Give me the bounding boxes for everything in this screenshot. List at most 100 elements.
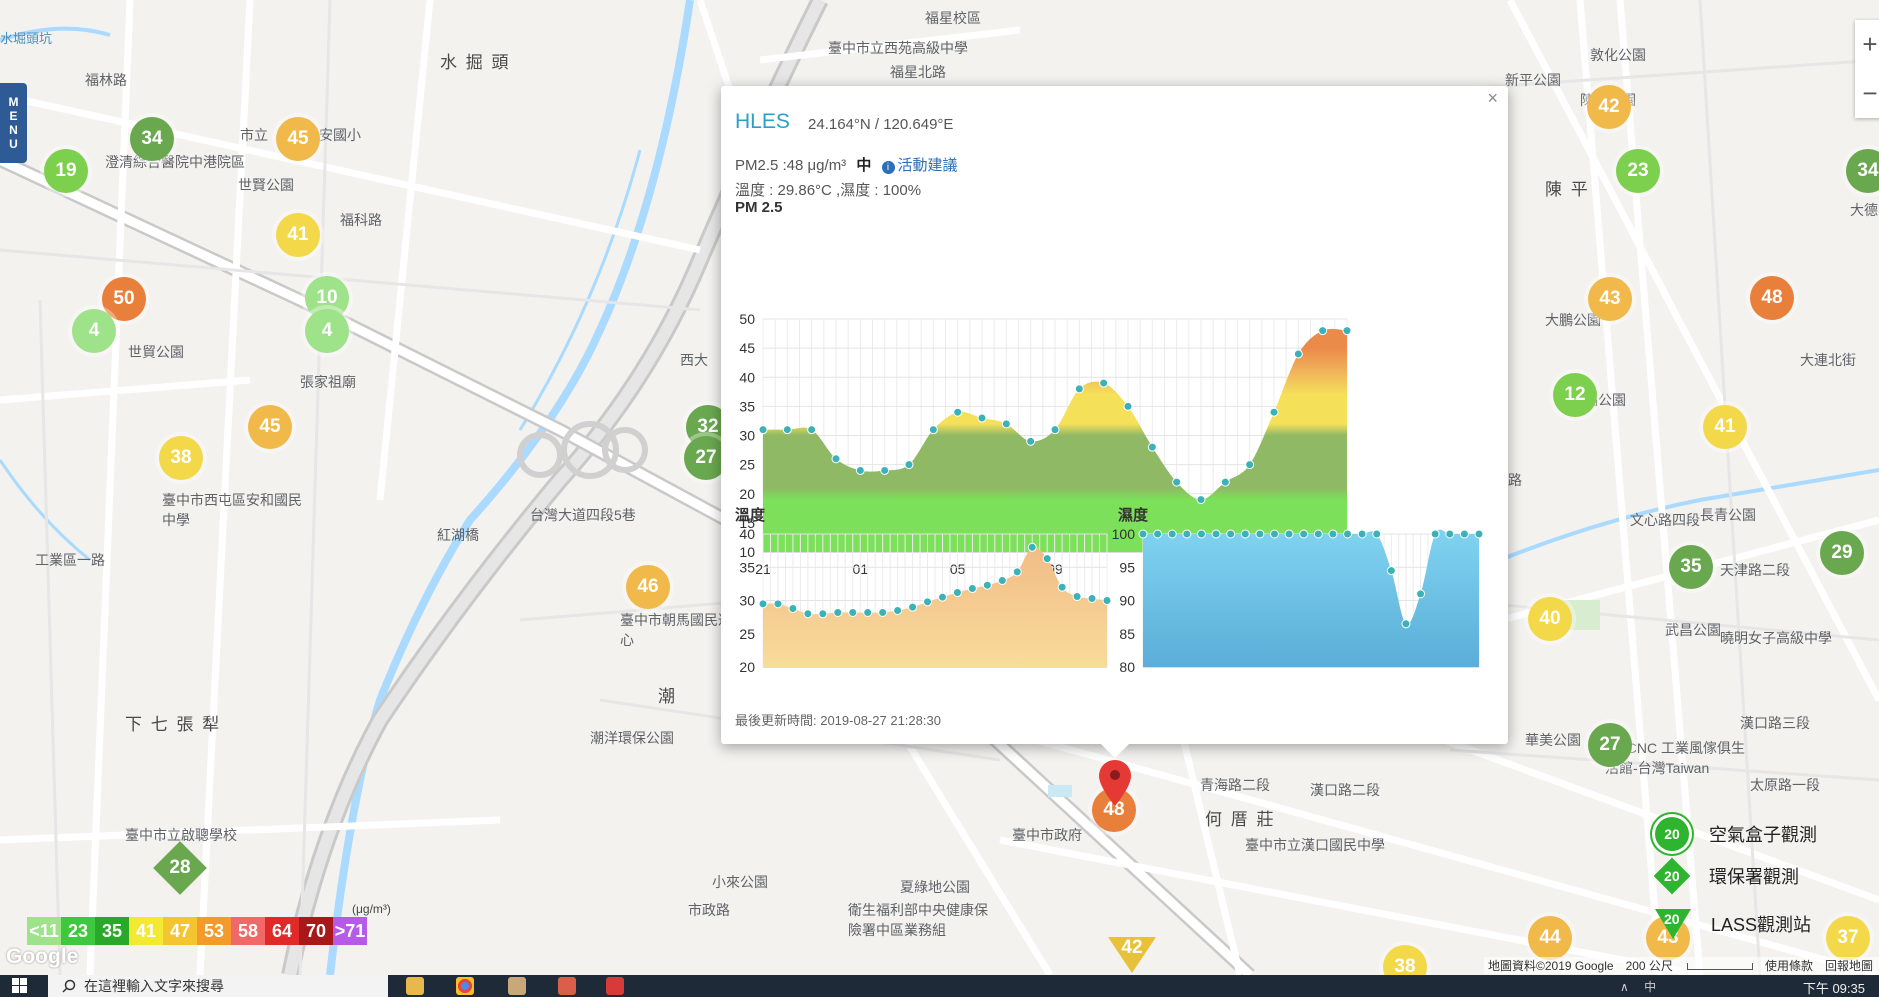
airbox-station-marker[interactable]: 12 [1553, 373, 1597, 417]
data-point [923, 597, 933, 607]
airbox-station-marker[interactable]: 23 [1616, 149, 1660, 193]
map-place-label: 水堀頭坑 [0, 31, 53, 46]
airbox-station-marker[interactable]: 4 [305, 309, 349, 353]
epa-station-marker[interactable]: 28 [153, 841, 207, 895]
data-point [880, 465, 890, 475]
zoom-in-button[interactable]: + [1862, 29, 1878, 59]
windows-start-icon[interactable] [12, 978, 28, 994]
data-point [1372, 529, 1382, 539]
file-explorer-icon[interactable] [406, 977, 424, 995]
airbox-station-marker[interactable]: 48 [1750, 276, 1794, 320]
legend-swatch: 64 [265, 917, 299, 945]
map-place-label: 福星校區 [925, 10, 981, 26]
map-place-label: 澄清綜合醫院中港院區 [105, 154, 245, 170]
map-place-label: 2R CNC 工業風傢俱生活館-台灣Taiwan [1605, 740, 1746, 776]
airbox-station-marker[interactable]: 19 [44, 149, 88, 193]
map-place-label: 華美公園 [1525, 732, 1581, 748]
map-place-label: 紅湖橋 [437, 527, 479, 543]
y-tick-label: 30 [739, 428, 755, 444]
map-place-label: 臺中市立西苑高級中學 [828, 40, 968, 56]
map-place-label: 敦化公園 [1590, 47, 1646, 63]
airbox-station-marker[interactable]: 40 [1528, 597, 1572, 641]
station-coordinates: 24.164°N / 120.649°E [808, 116, 954, 133]
chrome-icon[interactable] [456, 977, 474, 995]
y-tick-label: 50 [739, 311, 755, 327]
pm25-value: PM2.5 :48 μg/m³ [735, 157, 847, 174]
data-point [1167, 529, 1177, 539]
data-point [818, 609, 828, 619]
map-place-label: 世貿公園 [128, 344, 184, 360]
data-point [1343, 529, 1353, 539]
data-point [788, 603, 798, 613]
system-tray[interactable]: ∧ 中 [1620, 980, 1663, 994]
airbox-station-marker[interactable]: 44 [1528, 916, 1572, 960]
legend-swatch: >71 [333, 917, 367, 945]
airbox-station-marker[interactable]: 41 [1703, 405, 1747, 449]
y-tick-label: 85 [1119, 626, 1135, 642]
airbox-station-marker[interactable]: 29 [1820, 531, 1864, 575]
selected-location-pin-icon[interactable] [1099, 760, 1131, 806]
y-tick-label: 35 [739, 398, 755, 414]
airbox-station-marker[interactable]: 34 [130, 117, 174, 161]
zoom-out-button[interactable]: − [1862, 78, 1878, 108]
map-place-label: 天津路二段 [1720, 562, 1790, 578]
map-place-label: 武昌公園 [1665, 622, 1721, 638]
map-place-label: 水 掘 頭 [440, 53, 511, 72]
key-badge-value: 20 [1664, 826, 1680, 842]
airbox-station-marker[interactable]: 46 [626, 565, 670, 609]
airbox-station-marker[interactable]: 37 [1826, 916, 1870, 960]
data-point [831, 454, 841, 464]
airbox-station-marker[interactable]: 50 [102, 277, 146, 321]
airbox-station-marker[interactable]: 34 [1846, 149, 1879, 193]
airbox-station-marker[interactable]: 38 [1383, 945, 1427, 975]
data-point [878, 607, 888, 617]
data-point [1182, 529, 1192, 539]
map-place-label: 工業區一路 [35, 552, 105, 568]
search-icon [62, 979, 76, 993]
airbox-station-marker[interactable]: 42 [1587, 85, 1631, 129]
data-point [758, 425, 768, 435]
taskbar-search-input[interactable]: 在這裡輸入文字來搜尋 [48, 975, 388, 997]
data-point [803, 609, 813, 619]
airbox-station-marker[interactable]: 41 [276, 213, 320, 257]
data-point [833, 607, 843, 617]
data-point [1386, 566, 1396, 576]
airbox-station-marker[interactable]: 35 [1669, 545, 1713, 589]
taskbar-clock[interactable]: 下午 09:35 [1802, 981, 1865, 996]
key-badge-value: 20 [1664, 911, 1680, 927]
popup-close-button[interactable]: × [1487, 88, 1498, 108]
legend-swatch: <11 [27, 917, 61, 945]
airbox-station-marker[interactable]: 27 [1588, 723, 1632, 767]
airbox-station-marker[interactable]: 45 [276, 117, 320, 161]
data-point [1099, 378, 1109, 388]
data-point [1057, 582, 1067, 592]
data-point [1318, 326, 1328, 336]
activity-advice-link[interactable]: i 活動建議 [881, 157, 958, 174]
data-point [1313, 529, 1323, 539]
airbox-station-marker[interactable]: 45 [248, 405, 292, 449]
map-canvas[interactable]: 水堀頭坑水 掘 頭福林路 市立 永安國小 澄清綜合醫院中港院區 世賢公園 福科路 臺中市立西… [0, 0, 1879, 975]
lass-station-marker[interactable]: 42 [1108, 937, 1156, 973]
data-point [1153, 529, 1163, 539]
app-icon[interactable] [558, 977, 576, 995]
data-point [1147, 442, 1157, 452]
terms-link[interactable]: 使用條款 [1764, 959, 1813, 973]
temperature-chart: 20 25 30 35 40 [739, 526, 1112, 675]
data-point [1211, 529, 1221, 539]
report-map-link[interactable]: 回報地圖 [1824, 959, 1873, 973]
y-tick-label: 90 [1119, 593, 1135, 609]
data-point [807, 425, 817, 435]
map-place-label: 曉明女子高級中學 [1720, 630, 1832, 646]
airbox-station-marker[interactable]: 43 [1588, 277, 1632, 321]
airbox-station-marker[interactable]: 27 [684, 436, 728, 480]
data-point [982, 580, 992, 590]
airbox-station-marker[interactable]: 38 [159, 436, 203, 480]
data-point [1001, 419, 1011, 429]
app-icon[interactable] [508, 977, 526, 995]
legend-swatch: 35 [95, 917, 129, 945]
data-point [1342, 326, 1352, 336]
airbox-station-marker[interactable]: 4 [72, 309, 116, 353]
zoom-control: + − [1855, 20, 1879, 118]
app-icon[interactable] [606, 977, 624, 995]
